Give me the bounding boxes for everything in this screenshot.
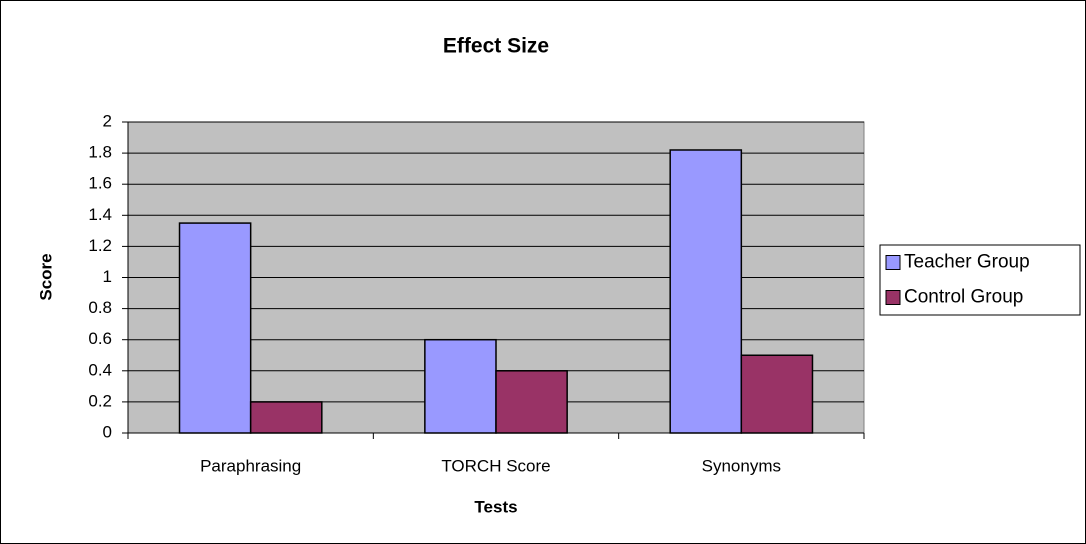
x-tick-label: Paraphrasing: [200, 456, 301, 475]
y-tick-label: 0.6: [88, 329, 112, 348]
y-tick-label: 2: [103, 111, 112, 130]
bar: [249, 401, 323, 434]
y-tick-label: 0: [103, 422, 112, 441]
bar: [178, 222, 252, 434]
y-tick-label: 1.8: [88, 143, 112, 162]
y-tick-label: 0.2: [88, 391, 112, 410]
y-tick-label: 1: [103, 267, 112, 286]
x-tick-label: TORCH Score: [441, 456, 550, 475]
bar: [669, 149, 743, 434]
legend-box: [879, 244, 1081, 316]
bar: [424, 338, 497, 434]
y-tick-label: 0.4: [88, 360, 112, 379]
legend-label: Teacher Group: [904, 252, 1030, 273]
bar: [740, 354, 814, 434]
y-tick-label: 1.4: [88, 205, 112, 224]
x-axis-label: Tests: [474, 497, 517, 516]
bar: [495, 370, 568, 434]
y-tick-label: 1.6: [88, 174, 112, 193]
y-axis-label: Score: [36, 253, 55, 300]
x-tick-label: Synonyms: [702, 456, 781, 475]
legend-swatch: [885, 290, 901, 305]
legend-swatch: [885, 255, 901, 270]
legend-label: Control Group: [904, 287, 1023, 308]
y-tick-label: 1.2: [88, 236, 112, 255]
y-tick-label: 0.8: [88, 298, 112, 317]
chart-title: Effect Size: [443, 35, 549, 58]
